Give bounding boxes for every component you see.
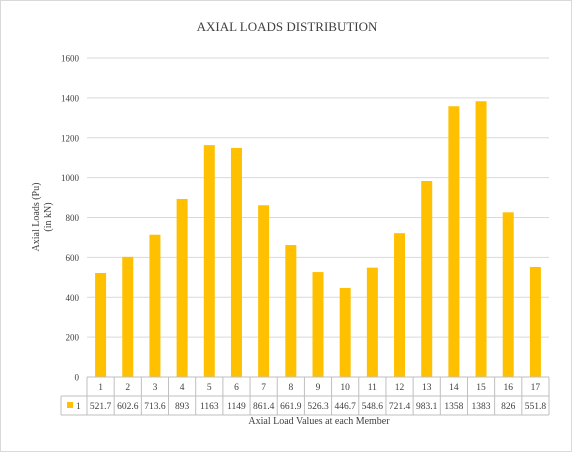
bar — [502, 212, 514, 377]
data-label: 551.8 — [525, 402, 547, 412]
x-tick-label: 11 — [368, 383, 377, 393]
bar — [285, 245, 297, 377]
y-tick-label: 800 — [66, 213, 80, 223]
y-tick-label: 200 — [66, 333, 80, 343]
bar — [95, 272, 107, 377]
x-tick-label: 5 — [207, 383, 212, 393]
data-label: 446.7 — [334, 402, 356, 412]
data-label: 713.6 — [144, 402, 166, 412]
data-label: 1163 — [200, 402, 219, 412]
y-tick-label: 400 — [66, 293, 80, 303]
bar — [122, 256, 134, 377]
bar — [258, 205, 270, 377]
data-label: 1358 — [444, 402, 463, 412]
y-tick-label: 1000 — [61, 173, 80, 183]
x-tick-label: 14 — [449, 383, 459, 393]
bars — [95, 101, 541, 377]
y-axis-unit: (in kN) — [43, 202, 54, 231]
x-axis-title: Axial Load Values at each Member — [248, 416, 390, 427]
x-tick-label: 9 — [316, 383, 321, 393]
data-label: 521.7 — [90, 402, 112, 412]
x-tick-label: 2 — [125, 383, 130, 393]
bar — [421, 180, 433, 377]
bar — [176, 198, 188, 377]
data-label: 1149 — [227, 402, 246, 412]
chart-title: AXIAL LOADS DISTRIBUTION — [197, 19, 378, 34]
data-label: 602.6 — [117, 402, 139, 412]
x-tick-label: 16 — [503, 383, 513, 393]
data-label: 661.9 — [280, 402, 302, 412]
data-label: 526.3 — [307, 402, 329, 412]
bar — [230, 147, 242, 377]
data-label: 548.6 — [362, 402, 384, 412]
data-label: 1383 — [472, 402, 491, 412]
x-tick-label: 6 — [234, 383, 239, 393]
data-label: 893 — [175, 402, 190, 412]
x-tick-label: 8 — [288, 383, 293, 393]
bar — [448, 106, 460, 377]
x-tick-label: 10 — [340, 383, 350, 393]
legend-label: 1 — [76, 402, 81, 412]
y-axis-title: Axial Loads (Pu) — [31, 183, 42, 252]
bar — [203, 145, 215, 377]
legend-swatch — [67, 402, 73, 408]
x-tick-label: 1 — [98, 383, 103, 393]
x-tick-label: 7 — [261, 383, 266, 393]
data-label: 826 — [501, 402, 516, 412]
data-label: 983.1 — [416, 402, 438, 412]
bar — [339, 287, 351, 377]
x-tick-label: 15 — [476, 383, 486, 393]
x-tick-label: 12 — [395, 383, 405, 393]
y-tick-label: 0 — [75, 373, 80, 383]
y-tick-label: 1400 — [61, 93, 80, 103]
data-label: 861.4 — [253, 402, 275, 412]
y-tick-label: 1200 — [61, 133, 80, 143]
bar — [149, 234, 161, 377]
y-tick-label: 600 — [66, 253, 80, 263]
bar — [529, 266, 541, 377]
x-tick-label: 4 — [180, 383, 185, 393]
y-tick-labels: 0 200 400 600 800 1000 1200 1400 1600 — [61, 54, 80, 383]
bar — [394, 233, 406, 377]
bar — [366, 267, 378, 377]
bar — [475, 101, 487, 377]
x-tick-label: 3 — [153, 383, 158, 393]
gridlines — [87, 57, 549, 378]
data-label: 721.4 — [389, 402, 411, 412]
x-tick-label: 17 — [531, 383, 541, 393]
y-tick-label: 1600 — [61, 54, 80, 64]
bar — [312, 272, 324, 377]
x-tick-label: 13 — [422, 383, 432, 393]
